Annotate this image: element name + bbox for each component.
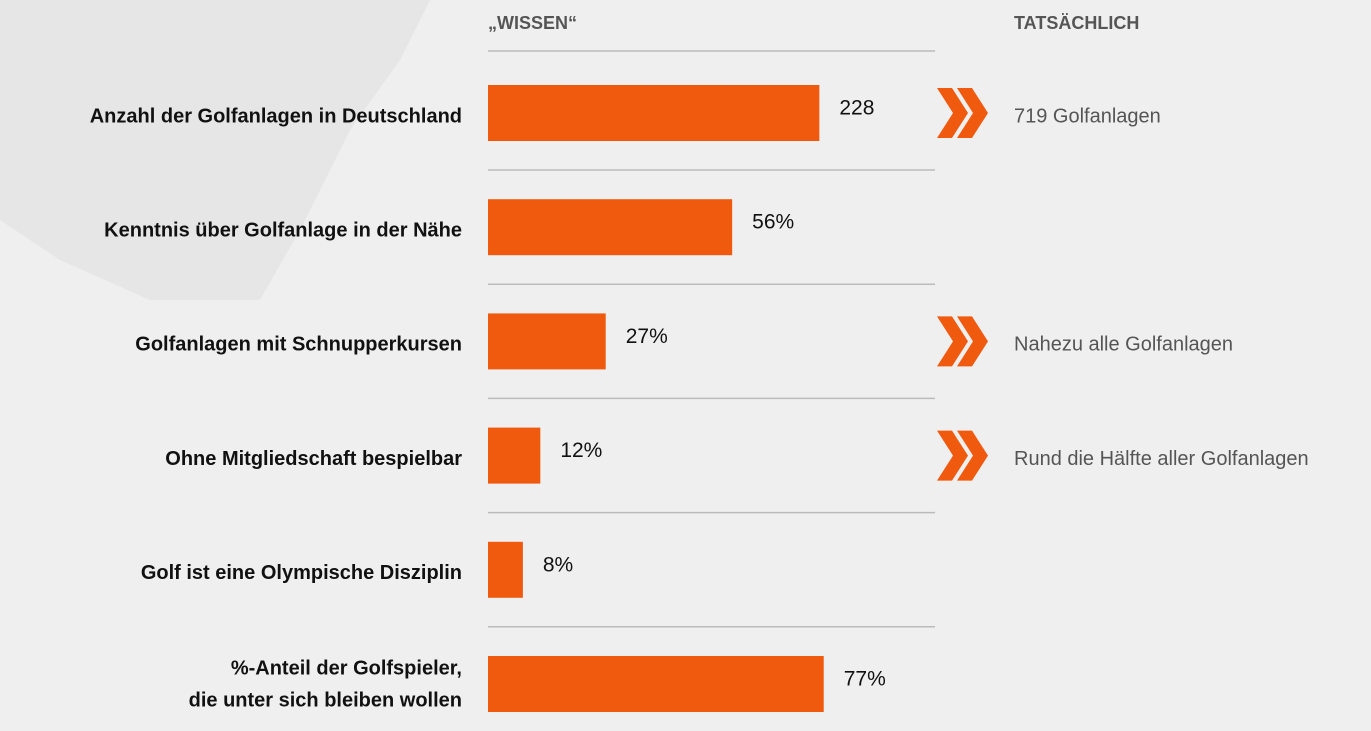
value-label: 228 [839,97,874,120]
bar [488,199,733,256]
column-title: TATSÄCHLICH [1014,13,1139,33]
category-label: Ohne Mitgliedschaft bespielbar [165,448,462,470]
category-label: Kenntnis über Golfanlage in der Nähe [104,219,462,241]
bar [488,541,523,598]
actual-label: Nahezu alle Golfanlagen [1014,334,1233,356]
value-label: 8% [543,553,573,576]
value-label: 56% [752,211,794,234]
category-label: %-Anteil der Golfspieler, [231,657,462,679]
category-label: Golf ist eine Olympische Disziplin [141,562,462,584]
value-label: 77% [844,668,886,691]
actual-label: 719 Golfanlagen [1014,105,1161,127]
category-label: die unter sich bleiben wollen [189,689,462,711]
value-label: 12% [560,439,602,462]
chevron [937,88,968,138]
column-title: „WISSEN“ [488,13,577,33]
chevron [957,316,988,367]
category-label: Golfanlagen mit Schnupperkursen [135,334,462,356]
bar [488,427,541,484]
golfer-silhouette [0,0,430,300]
actual-label: Rund die Hälfte aller Golfanlagen [1014,448,1309,470]
chevron [957,430,988,481]
value-label: 27% [626,325,668,348]
chevron [957,88,988,138]
chevron [937,430,968,481]
bar [488,313,606,370]
category-label: Anzahl der Golfanlagen in Deutschland [90,105,462,127]
bar [488,656,824,712]
bar [488,85,820,141]
chevron [937,316,968,367]
